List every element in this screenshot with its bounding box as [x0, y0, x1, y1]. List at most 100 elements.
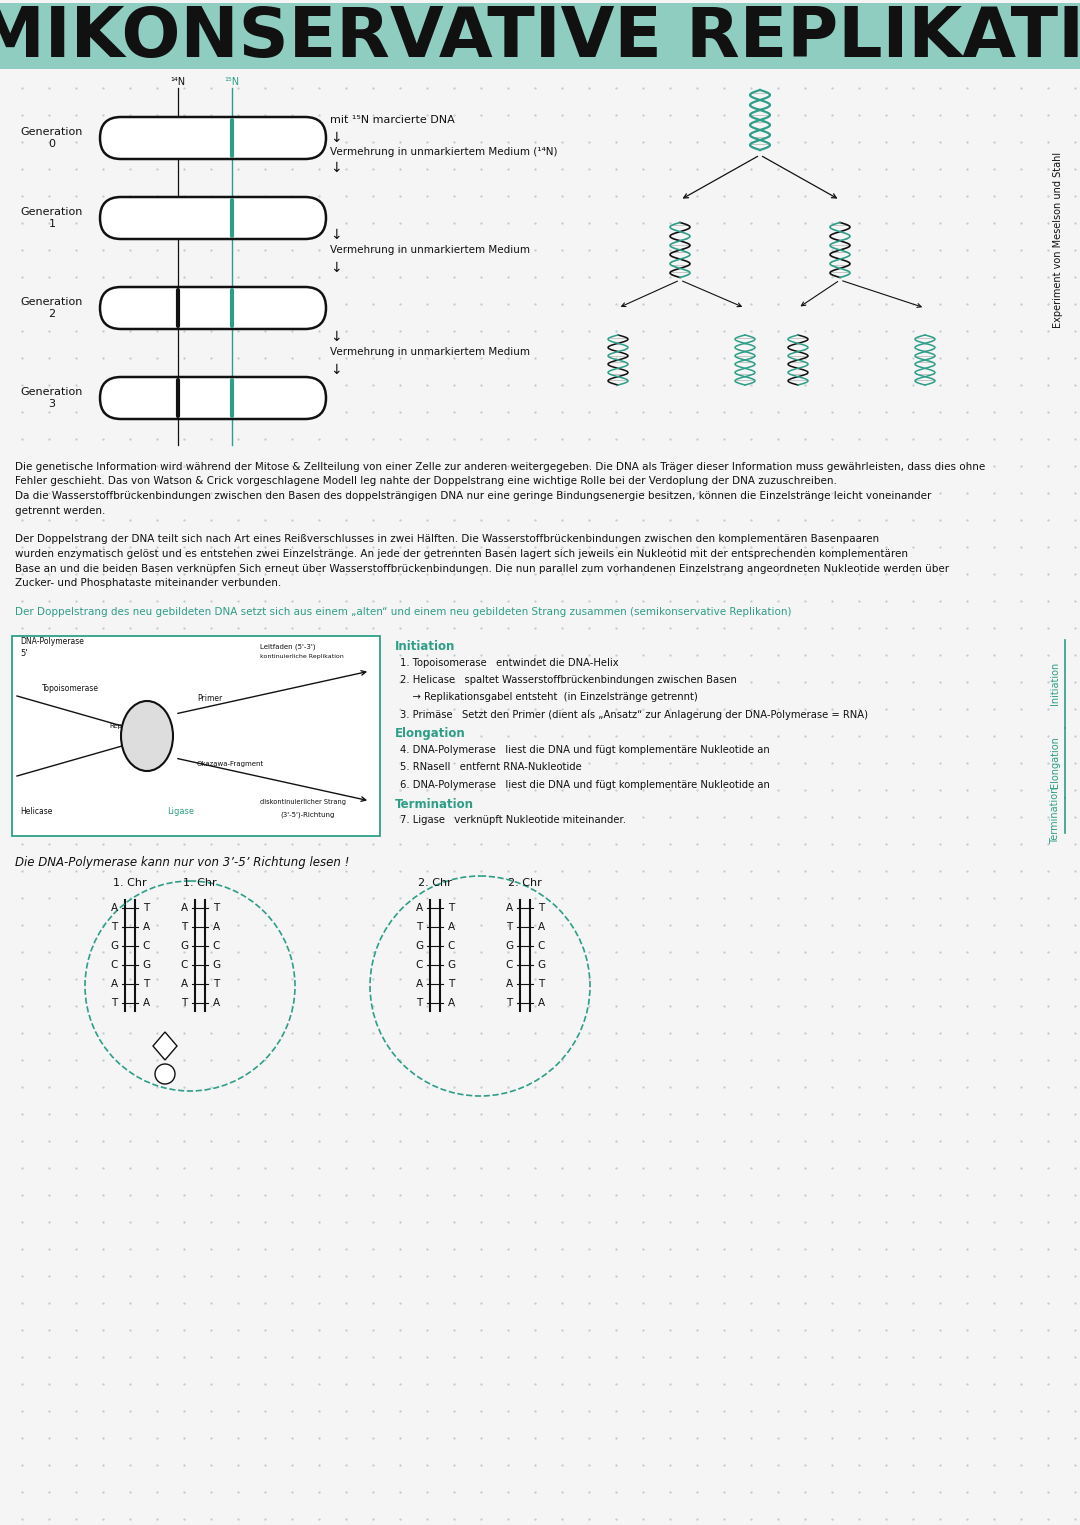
Text: T: T	[143, 979, 149, 990]
Text: T: T	[505, 997, 512, 1008]
Text: ¹⁵N: ¹⁵N	[225, 76, 240, 87]
FancyBboxPatch shape	[12, 636, 380, 836]
Text: Generation
2: Generation 2	[21, 297, 83, 319]
Text: C: C	[180, 961, 188, 970]
Text: mit ¹⁵N marcierte DNA: mit ¹⁵N marcierte DNA	[330, 114, 455, 125]
Text: Da die Wasserstoffbrückenbindungen zwischen den Basen des doppelsträngigen DNA n: Da die Wasserstoffbrückenbindungen zwisc…	[15, 491, 931, 502]
Text: 3. Primäse   Setzt den Primer (dient als „Ansatz“ zur Anlagerung der DNA-Polymer: 3. Primäse Setzt den Primer (dient als „…	[400, 711, 868, 720]
Text: (3'-5')-Richtung: (3'-5')-Richtung	[280, 811, 335, 817]
Text: G: G	[505, 941, 513, 952]
Text: ↓: ↓	[330, 261, 341, 274]
Text: A: A	[180, 979, 188, 990]
Text: A: A	[447, 997, 455, 1008]
Text: getrennt werden.: getrennt werden.	[15, 505, 106, 515]
FancyBboxPatch shape	[100, 287, 326, 329]
Text: A: A	[213, 997, 219, 1008]
Text: T: T	[143, 903, 149, 913]
Text: C: C	[416, 961, 422, 970]
Text: C: C	[110, 961, 118, 970]
Text: G: G	[212, 961, 220, 970]
Text: A: A	[538, 997, 544, 1008]
Text: Base an und die beiden Basen verknüpfen Sich erneut über Wasserstoffbrückenbindu: Base an und die beiden Basen verknüpfen …	[15, 564, 949, 573]
Text: G: G	[141, 961, 150, 970]
Text: Helicase: Helicase	[21, 807, 52, 816]
Text: Die genetische Information wird während der Mitose & Zellteilung von einer Zelle: Die genetische Information wird während …	[15, 462, 985, 473]
Text: Elongation: Elongation	[1050, 737, 1059, 788]
Text: T: T	[213, 979, 219, 990]
Text: G: G	[447, 961, 455, 970]
Text: 5': 5'	[21, 650, 27, 657]
Text: → Replikationsgabel entsteht  (in Einzelstränge getrennt): → Replikationsgabel entsteht (in Einzels…	[400, 692, 698, 703]
Text: Initiation: Initiation	[395, 640, 456, 653]
Text: Die DNA-Polymerase kann nur von 3’-5’ Richtung lesen !: Die DNA-Polymerase kann nur von 3’-5’ Ri…	[15, 856, 349, 869]
Text: G: G	[180, 941, 188, 952]
Text: ↓: ↓	[330, 329, 341, 345]
Text: 2. Chr: 2. Chr	[508, 878, 542, 888]
Text: Der Doppelstrang des neu gebildeten DNA setzt sich aus einem „alten“ und einem n: Der Doppelstrang des neu gebildeten DNA …	[15, 607, 792, 618]
Text: Generation
3: Generation 3	[21, 387, 83, 409]
Text: Vermehrung in unmarkiertem Medium: Vermehrung in unmarkiertem Medium	[330, 246, 530, 255]
Text: Vermehrung in unmarkiertem Medium: Vermehrung in unmarkiertem Medium	[330, 348, 530, 357]
Text: T: T	[448, 903, 454, 913]
Text: 1. Chr: 1. Chr	[113, 878, 147, 888]
FancyBboxPatch shape	[0, 3, 1080, 69]
Text: T: T	[416, 997, 422, 1008]
Text: A: A	[143, 997, 149, 1008]
Text: A: A	[447, 923, 455, 932]
Text: Experiment von Meselson und Stahl: Experiment von Meselson und Stahl	[1053, 152, 1063, 328]
Text: T: T	[213, 903, 219, 913]
Ellipse shape	[121, 702, 173, 772]
Text: A: A	[110, 979, 118, 990]
Text: C: C	[505, 961, 513, 970]
Text: Der Doppelstrang der DNA teilt sich nach Art eines Reißverschlusses in zwei Hälf: Der Doppelstrang der DNA teilt sich nach…	[15, 534, 879, 544]
Text: T: T	[416, 923, 422, 932]
Text: SEMIKONSERVATIVE REPLIKATION: SEMIKONSERVATIVE REPLIKATION	[0, 5, 1080, 72]
Text: T: T	[538, 979, 544, 990]
Text: Termination: Termination	[395, 798, 474, 810]
Text: ↓: ↓	[330, 131, 341, 145]
Text: 1. Chr: 1. Chr	[184, 878, 217, 888]
Text: T: T	[448, 979, 454, 990]
Text: A: A	[505, 903, 513, 913]
Text: Elongation: Elongation	[395, 727, 465, 741]
Text: Replikations-: Replikations-	[109, 723, 154, 729]
FancyBboxPatch shape	[100, 377, 326, 419]
Text: ↓: ↓	[330, 162, 341, 175]
Text: T: T	[111, 997, 117, 1008]
Text: DNA-Polymerase: DNA-Polymerase	[21, 637, 84, 647]
Circle shape	[156, 1064, 175, 1084]
Text: wurden enzymatisch gelöst und es entstehen zwei Einzelstränge. An jede der getre: wurden enzymatisch gelöst und es entsteh…	[15, 549, 908, 560]
Text: Initiation: Initiation	[1050, 662, 1059, 706]
Text: A: A	[505, 979, 513, 990]
Text: ↓: ↓	[330, 229, 341, 242]
Text: G: G	[110, 941, 118, 952]
Text: A: A	[416, 979, 422, 990]
Text: A: A	[110, 903, 118, 913]
Text: Leitfaden (5'-3'): Leitfaden (5'-3')	[260, 644, 315, 650]
Text: gabel: gabel	[122, 735, 141, 741]
Text: 2. Chr: 2. Chr	[418, 878, 451, 888]
Text: Ligase: Ligase	[167, 807, 194, 816]
Text: C: C	[538, 941, 544, 952]
Text: Generation
1: Generation 1	[21, 207, 83, 229]
Text: T: T	[111, 923, 117, 932]
Text: Okazawa-Fragment: Okazawa-Fragment	[197, 761, 265, 767]
Text: A: A	[213, 923, 219, 932]
Text: T: T	[505, 923, 512, 932]
Polygon shape	[153, 1032, 177, 1060]
Text: G: G	[415, 941, 423, 952]
Text: A: A	[180, 903, 188, 913]
Text: T: T	[180, 997, 187, 1008]
FancyBboxPatch shape	[100, 197, 326, 239]
Text: G: G	[537, 961, 545, 970]
Text: C: C	[213, 941, 219, 952]
Text: A: A	[143, 923, 149, 932]
Text: Zucker- und Phosphataste miteinander verbunden.: Zucker- und Phosphataste miteinander ver…	[15, 578, 281, 589]
Text: 4. DNA-Polymerase   liest die DNA und fügt komplementäre Nukleotide an: 4. DNA-Polymerase liest die DNA und fügt…	[400, 746, 770, 755]
Text: A: A	[538, 923, 544, 932]
Text: 7. Ligase   verknüpft Nukleotide miteinander.: 7. Ligase verknüpft Nukleotide miteinand…	[400, 814, 626, 825]
Text: Termination: Termination	[1050, 787, 1059, 843]
Text: ¹⁴N: ¹⁴N	[171, 76, 186, 87]
Text: ↓: ↓	[330, 363, 341, 377]
FancyBboxPatch shape	[100, 117, 326, 159]
